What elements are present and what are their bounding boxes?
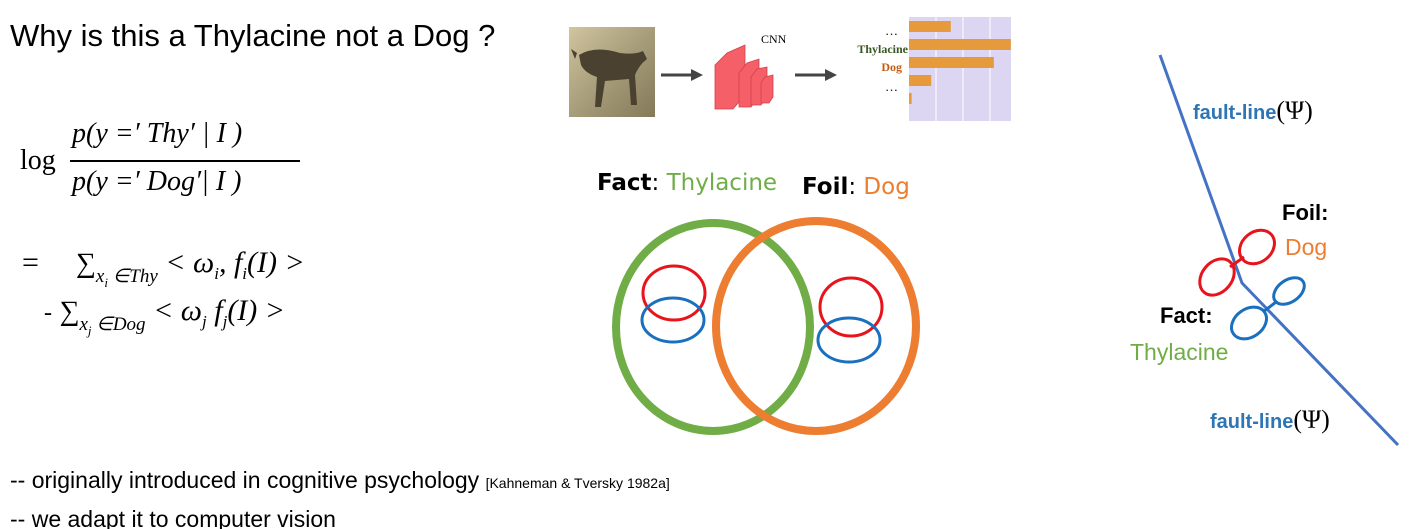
thylacine-class-label: Thylacine [857,42,908,56]
fault-foil-label: Foil: [1282,200,1329,225]
fault-foil-value: Dog [1285,234,1328,260]
score-bar [909,21,951,32]
cnn-blocks [714,44,774,110]
thylacine-photo [569,27,655,117]
venn-fact-heading: Fact: Thylacine [597,170,778,196]
foil-connector [1229,255,1245,269]
fault-line-diagram [1158,54,1400,447]
venn-diagram [612,217,920,435]
fault-line [1158,54,1400,447]
score-bar-chart [909,17,1011,121]
fraction-bar [70,160,300,162]
numerator: p(y =′ Thy′ | I ) [72,118,243,149]
cnn-label: CNN [761,32,787,46]
sum-term-2: - ∑xj ∈Dog < ωj fj(I) > [44,294,285,340]
minus-sign: - [44,300,52,326]
foil-red-feature-small [1238,228,1276,266]
fault-line-label-top: fault-line(Ψ) [1193,96,1313,125]
dots-bottom: … [885,79,898,94]
fault-line-label-bottom: fault-line(Ψ) [1210,405,1330,434]
score-bar [909,57,994,68]
denominator: p(y =′ Dog′| I ) [72,166,242,197]
log-ratio-equation: log p(y =′ Thy′ | I ) p(y =′ Dog′| I ) [20,118,320,208]
score-bar [909,75,932,86]
arrow-right-icon [661,69,703,81]
sum1-body: < ωi, fi(I) > [165,246,305,283]
score-bars [909,21,1011,104]
bullet-list: -- originally introduced in cognitive ps… [10,462,670,529]
fault-fact-value: Thylacine [1130,339,1229,365]
foil-red-feature-large [1198,257,1236,297]
fact-blue-feature [640,296,706,344]
venn-foil-heading: Foil: Dog [802,174,910,200]
bullet-1: -- originally introduced in cognitive ps… [10,467,670,493]
citation: [Kahneman & Tversky 1982a] [485,475,670,491]
foil-blue-feature [816,316,882,364]
fact-circle [612,219,814,435]
dog-class-label: Dog [881,60,902,74]
fact-connector [1262,300,1277,314]
sum2-index: xj ∈Dog [79,314,146,338]
score-bar [909,93,912,104]
slide-title: Why is this a Thylacine not a Dog ? [10,18,496,53]
cnn-pipeline: CNN … Thylacine Dog … [569,17,1011,121]
foil-red-feature [818,276,884,338]
sigma-1: ∑ [75,248,96,279]
arrow-right-icon [795,69,837,81]
fact-red-feature [641,264,707,322]
equals-sign: = [22,246,39,279]
bullet-2: -- we adapt it to computer vision [10,506,336,529]
sigma-2: ∑ [59,296,80,327]
sum-term-1: = ∑xi ∈Thy < ωi, fi(I) > [22,246,305,292]
sum2-body: < ωj fj(I) > [153,294,286,331]
fact-blue-feature-small [1272,276,1306,306]
sum1-index: xi ∈Thy [95,266,158,290]
fault-fact-label: Fact: [1160,303,1213,328]
foil-circle [712,217,920,435]
score-bar [909,39,1011,50]
dots-top: … [885,23,898,38]
log-symbol: log [20,145,56,176]
